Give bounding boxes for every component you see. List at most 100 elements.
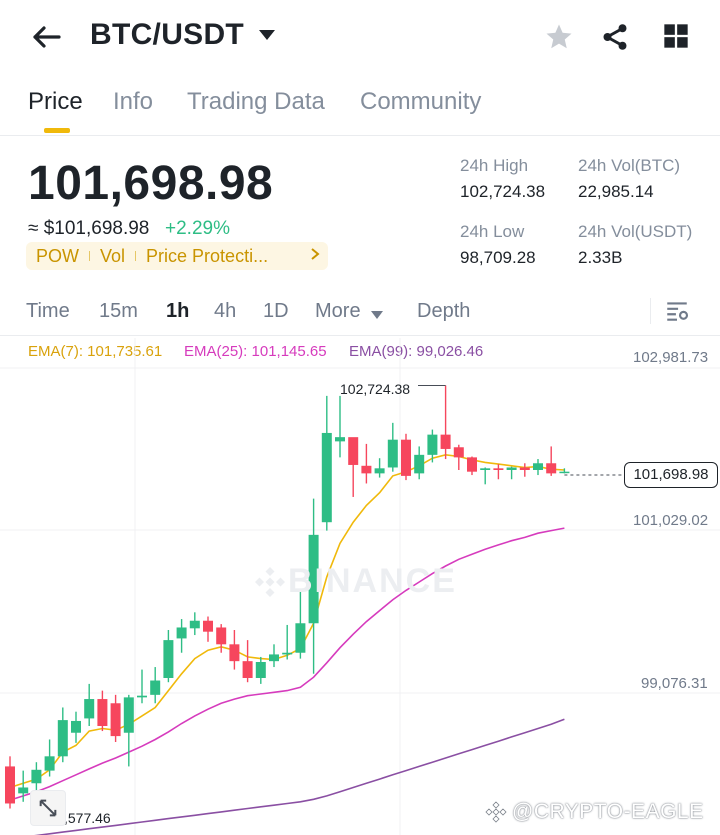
watermark-text: @CRYPTO-EAGLE (512, 800, 704, 823)
tf-1h[interactable]: 1h (166, 300, 190, 322)
candle-body (519, 467, 530, 470)
divider (650, 298, 651, 324)
arrow-left-icon[interactable] (28, 20, 64, 54)
usd-value: ≈ $101,698.98 (28, 218, 150, 239)
candle-body (401, 439, 411, 476)
tab-price[interactable]: Price (28, 88, 83, 115)
trading-pair-title[interactable]: BTC/USDT (90, 18, 245, 51)
expand-icon[interactable] (30, 790, 66, 826)
vol-usdt-value: 2.33B (578, 248, 623, 267)
price-change: +2.29% (165, 218, 230, 239)
y-axis-label: 99,076.31 (641, 675, 708, 692)
candle-body (44, 756, 55, 771)
vol-btc-value: 22,985.14 (578, 182, 654, 201)
tag-divider (89, 251, 90, 261)
tf-more[interactable]: More (315, 300, 361, 322)
candle-body (480, 468, 491, 470)
candle-body (97, 699, 108, 726)
binance-watermark: BINANCE (252, 562, 457, 601)
candle-body (229, 644, 240, 662)
chart-settings-icon[interactable] (664, 298, 690, 329)
vol-usdt-label: 24h Vol(USDT) (578, 222, 693, 241)
candle-body (493, 468, 504, 470)
binance-watermark-text: BINANCE (288, 562, 457, 600)
candle-body (31, 769, 42, 784)
chevron-right-icon (310, 247, 320, 266)
candle-body (440, 434, 451, 449)
candle-body (467, 457, 477, 472)
candle-body (242, 661, 253, 678)
candle-body (150, 680, 161, 695)
share-icon[interactable] (600, 22, 630, 57)
candle-body (123, 697, 134, 733)
high-marker-label: 102,724.38 (340, 381, 411, 397)
high-label: 24h High (460, 156, 529, 175)
vol-btc-label: 24h Vol(BTC) (578, 156, 681, 175)
candle-body (533, 463, 543, 470)
y-axis-label: 101,029.02 (633, 512, 709, 529)
low-value: 98,709.28 (460, 248, 536, 267)
candle-body (374, 468, 385, 474)
candle-body (335, 437, 345, 442)
candle-body (255, 662, 266, 678)
candle-body (506, 467, 517, 470)
price-chart[interactable] (0, 338, 720, 835)
candle-body (453, 447, 464, 458)
candle-body (203, 620, 213, 632)
tf-1d[interactable]: 1D (263, 300, 289, 322)
tab-trading-data[interactable]: Trading Data (187, 88, 325, 115)
candle-body (387, 439, 398, 468)
grid-icon[interactable] (662, 22, 690, 55)
caret-down-icon[interactable] (371, 307, 383, 325)
ema99-line (34, 718, 565, 835)
candle-body (414, 454, 425, 474)
candle-body (18, 787, 29, 794)
candle-body (427, 434, 438, 455)
active-tab-indicator (44, 128, 70, 133)
tab-info[interactable]: Info (113, 88, 154, 115)
candle-body (216, 627, 227, 645)
candle-body (5, 766, 15, 804)
candle-body (110, 703, 121, 737)
tf-depth[interactable]: Depth (417, 300, 471, 322)
tab-bar: Price Info Trading Data Community (0, 78, 720, 136)
tf-4h[interactable]: 4h (214, 300, 237, 322)
tf-time[interactable]: Time (26, 300, 70, 322)
y-axis-label: 102,981.73 (633, 349, 709, 366)
candle-body (559, 471, 570, 474)
ema99-legend: EMA(99): 99,026.46 (349, 343, 484, 360)
candle-body (71, 720, 81, 733)
tag-pow: POW (36, 245, 79, 266)
ema7-line (9, 453, 565, 789)
current-price-tag: 101,698.98 (624, 462, 718, 488)
watermark: @CRYPTO-EAGLE (484, 800, 704, 824)
tag-vol: Vol (100, 245, 126, 266)
candle-body (84, 699, 95, 719)
candle-body (137, 695, 147, 698)
last-price: 101,698.98 (28, 157, 274, 210)
candle-body (163, 640, 174, 678)
tag-price-protection: Price Protecti... (146, 245, 269, 266)
candle-body (348, 437, 359, 465)
candle-body (269, 654, 279, 662)
caret-down-icon[interactable] (258, 28, 276, 47)
ema25-legend: EMA(25): 101,145.65 (184, 343, 327, 360)
tag-strip[interactable]: POW Vol Price Protecti... (26, 242, 328, 270)
candlestick-chart[interactable] (0, 338, 720, 835)
binance-logo-icon (485, 801, 507, 823)
candle-body (321, 432, 332, 523)
candle-body (189, 620, 200, 629)
ema7-legend: EMA(7): 101,735.61 (28, 343, 163, 360)
timeframe-bar: Time 15m 1h 4h 1D More Depth (0, 292, 720, 336)
tf-15m[interactable]: 15m (99, 300, 138, 322)
star-icon[interactable] (544, 22, 574, 57)
candle-body (176, 627, 187, 639)
binance-logo-icon (255, 566, 285, 597)
low-label: 24h Low (460, 222, 525, 241)
high-value: 102,724.38 (460, 182, 546, 201)
ema25-line (9, 527, 565, 801)
candle-body (308, 534, 319, 624)
candle-body (361, 465, 372, 474)
candle-body (282, 652, 293, 655)
tab-community[interactable]: Community (360, 88, 482, 115)
